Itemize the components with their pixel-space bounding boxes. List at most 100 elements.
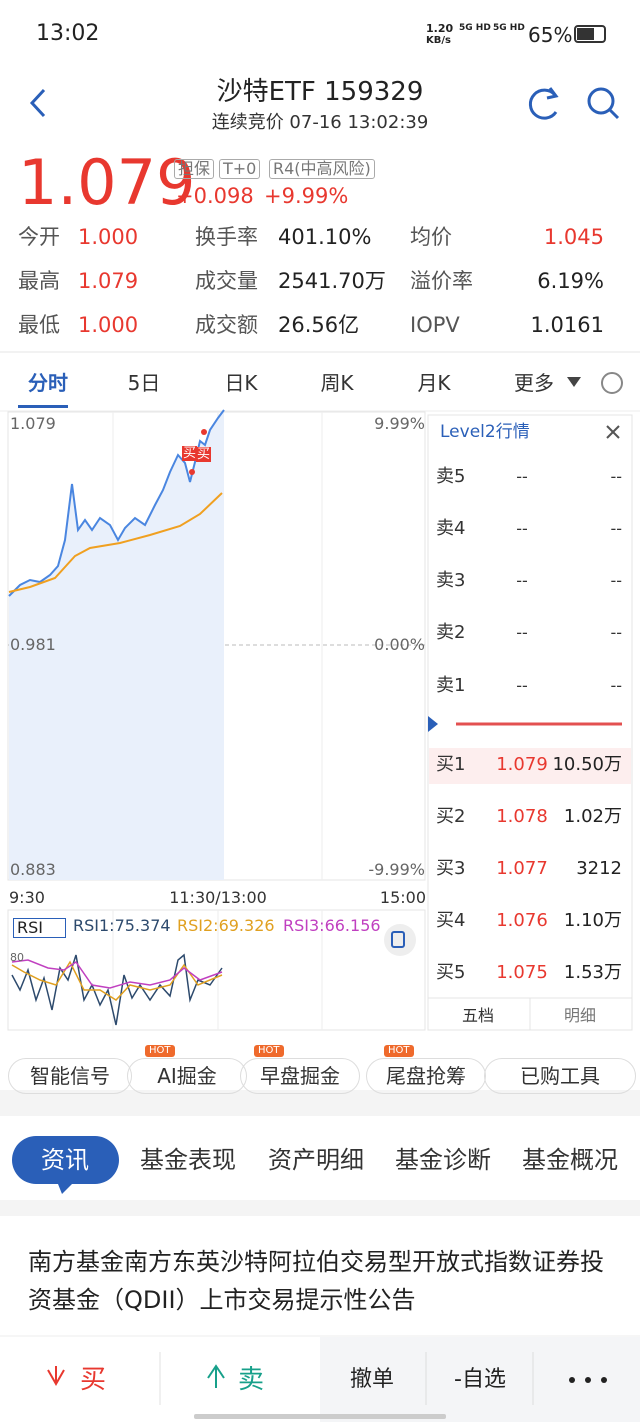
bid-label: 买5 — [436, 962, 466, 983]
stat-label: 最低 — [18, 312, 60, 337]
news-title[interactable]: 南方基金南方东英沙特阿拉伯交易型开放式指数证券投资基金（QDII）上市交易提示性… — [28, 1248, 604, 1314]
status-network: 5G HD — [459, 22, 491, 33]
chart-tab[interactable]: 周K — [320, 371, 354, 395]
chart-tab[interactable]: 5日 — [127, 371, 161, 395]
ask-price: -- — [516, 519, 528, 538]
y-axis-label: 1.079 — [10, 414, 56, 433]
chart-tab[interactable]: 分时 — [28, 371, 68, 395]
stat-label: IOPV — [410, 312, 460, 337]
y-axis-label-pct: 9.99% — [374, 414, 425, 433]
status-speed-unit: KB/s — [426, 35, 451, 46]
trade-marker: 买 — [196, 446, 212, 462]
info-tab-active — [12, 1136, 119, 1194]
stat-value: 6.19% — [537, 268, 604, 293]
stat-label: 今开 — [18, 224, 60, 249]
info-tab[interactable]: 基金表现 — [140, 1146, 236, 1174]
ask-label: 卖1 — [436, 675, 466, 696]
tab-underline — [18, 405, 68, 408]
bid-price: 1.075 — [496, 962, 548, 983]
x-axis-label: 11:30/13:00 — [169, 888, 267, 907]
tag: R4(中高风险) — [269, 159, 375, 179]
stat-value: 1.0161 — [530, 312, 604, 337]
buy-button[interactable]: 买 — [80, 1365, 107, 1395]
hot-badge: HOT — [254, 1045, 284, 1057]
rsi-selector[interactable]: RSI — [13, 918, 66, 938]
y-axis-label-pct: 0.00% — [374, 635, 425, 654]
status-time: 13:02 — [36, 21, 100, 46]
bid-price: 1.079 — [496, 754, 548, 775]
ask-price: -- — [516, 467, 528, 486]
stat-value: 1.000 — [78, 224, 139, 249]
stat-label: 均价 — [410, 224, 452, 249]
ask-label: 卖2 — [436, 622, 466, 643]
tool-chip[interactable]: 智能信号 — [8, 1058, 132, 1094]
info-tab[interactable]: 资讯 — [41, 1146, 89, 1174]
ask-label: 卖4 — [436, 518, 466, 539]
stat-value: 1.000 — [78, 312, 139, 337]
info-tab[interactable]: 基金诊断 — [395, 1146, 491, 1174]
tool-chip[interactable]: 早盘掘金 — [240, 1058, 360, 1094]
x-axis-label: 15:00 — [379, 888, 426, 907]
price-change: +0.098 — [176, 183, 254, 208]
tool-chip[interactable]: AI掘金 — [127, 1058, 247, 1094]
sell-button[interactable]: 卖 — [238, 1365, 265, 1395]
x-axis-label: 9:30 — [9, 888, 45, 907]
ask-label: 卖3 — [436, 570, 466, 591]
search-icon — [587, 87, 615, 115]
trade-marker: 买 — [182, 445, 198, 461]
chart-tab[interactable]: 月K — [417, 371, 451, 395]
bid-price: 1.076 — [496, 910, 548, 931]
status-speed: 1.20 — [426, 21, 454, 35]
stat-value: 401.10% — [278, 224, 372, 249]
back-icon — [29, 88, 46, 118]
bid-volume: 3212 — [576, 858, 622, 879]
tool-chip[interactable]: 尾盘抢筹 — [366, 1058, 486, 1094]
rsi-value: RSI3:66.156 — [283, 916, 381, 935]
bid-volume: 1.10万 — [563, 910, 622, 931]
bid-price: 1.078 — [496, 806, 548, 827]
level2-tab[interactable]: 五档 — [461, 1006, 495, 1025]
level2-tab[interactable]: 明细 — [563, 1006, 597, 1025]
stat-label: 成交额 — [195, 312, 258, 337]
ask-volume: -- — [610, 623, 622, 642]
y-axis-label: 0.981 — [10, 635, 56, 654]
rsi-value: RSI1:75.374 — [73, 916, 171, 935]
ask-volume: -- — [610, 571, 622, 590]
hot-badge: HOT — [145, 1045, 175, 1057]
bid-price: 1.077 — [496, 858, 548, 879]
bid-volume: 10.50万 — [552, 754, 622, 775]
stat-value: 2541.70万 — [278, 268, 386, 293]
ask-label: 卖5 — [436, 466, 466, 487]
ask-volume: -- — [610, 676, 622, 695]
tool-chip[interactable]: 已购工具 — [484, 1058, 636, 1094]
price: 1.079 — [18, 146, 196, 219]
page-subtitle: 连续竞价 07-16 13:02:39 — [211, 112, 429, 133]
stat-value: 1.045 — [543, 224, 604, 249]
chart-tab[interactable]: 日K — [224, 371, 258, 395]
bid-label: 买2 — [436, 806, 466, 827]
watchlist-button[interactable]: -自选 — [454, 1367, 506, 1392]
ask-volume: -- — [610, 467, 622, 486]
status-network: 5G HD — [493, 22, 525, 33]
rsi-level: 80 — [10, 950, 24, 964]
bid-label: 买1 — [436, 754, 466, 775]
chart-tab[interactable]: 更多 — [514, 371, 554, 395]
ask-volume: -- — [610, 519, 622, 538]
info-tab[interactable]: 基金概况 — [522, 1146, 618, 1174]
level2-title: Level2行情 — [440, 421, 530, 442]
battery-icon — [574, 25, 606, 43]
settings-icon — [601, 372, 623, 394]
y-axis-label: 0.883 — [10, 860, 56, 879]
page-title: 沙特ETF 159329 — [216, 77, 424, 107]
bid-volume: 1.53万 — [563, 962, 622, 983]
hot-badge: HOT — [384, 1045, 414, 1057]
price-area — [9, 410, 224, 880]
bid-label: 买4 — [436, 910, 466, 931]
ask-price: -- — [516, 676, 528, 695]
bid-volume: 1.02万 — [563, 806, 622, 827]
refresh-icon — [528, 88, 558, 120]
stat-label: 溢价率 — [410, 268, 473, 293]
cancel-button[interactable]: 撤单 — [349, 1367, 395, 1392]
info-tab[interactable]: 资产明细 — [268, 1146, 364, 1174]
